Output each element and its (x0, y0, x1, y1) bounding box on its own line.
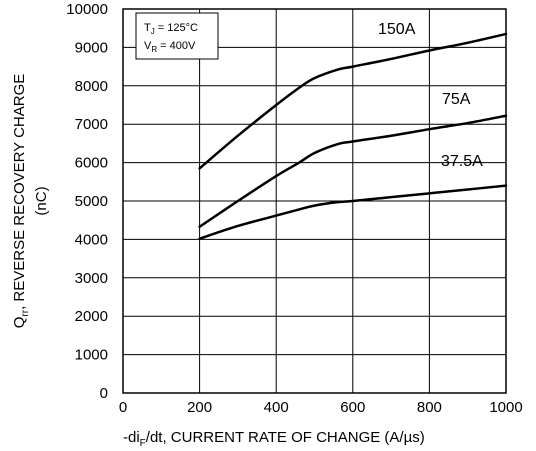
y-tick-label: 7000 (75, 116, 108, 133)
series-line-0 (198, 32, 508, 170)
conditions-box: TJ = 125°C VR = 400V (135, 12, 219, 60)
condition-tj: TJ = 125°C (144, 22, 198, 36)
y-axis-label: Qrr, REVERSE RECOVERY CHARGE (11, 74, 31, 329)
series-curves (198, 32, 508, 240)
series-label-150a: 150A (378, 21, 416, 38)
plot-frame (122, 8, 507, 394)
x-tick-label: 1000 (489, 399, 522, 416)
y-tick-label: 5000 (75, 193, 108, 210)
condition-vr: VR = 400V (144, 40, 196, 54)
y-tick-label: 4000 (75, 231, 108, 248)
y-tick-label: 10000 (66, 1, 108, 18)
y-tick-label: 6000 (75, 155, 108, 172)
series-line-2 (198, 184, 508, 240)
series-label-37-5a: 37.5A (441, 153, 483, 170)
x-axis-label: -diF/dt, CURRENT RATE OF CHANGE (A/µs) (123, 429, 425, 449)
x-tick-label: 400 (264, 399, 289, 416)
y-tick-label: 0 (100, 385, 108, 402)
y-axis-unit: (nC) (33, 186, 50, 215)
series-line-1 (198, 114, 508, 228)
x-tick-label: 600 (340, 399, 365, 416)
series-label-75a: 75A (442, 91, 471, 108)
y-tick-label: 8000 (75, 78, 108, 95)
x-tick-label: 200 (187, 399, 212, 416)
y-tick-label: 1000 (75, 347, 108, 364)
tick-labels: 0 200 400 600 800 100001000200030004000500060… (66, 1, 522, 416)
y-tick-label: 3000 (75, 270, 108, 287)
y-tick-label: 9000 (75, 39, 108, 56)
y-tick-label: 2000 (75, 308, 108, 325)
grid (123, 9, 506, 393)
x-tick-label: 0 (119, 399, 127, 416)
x-tick-label: 800 (417, 399, 442, 416)
